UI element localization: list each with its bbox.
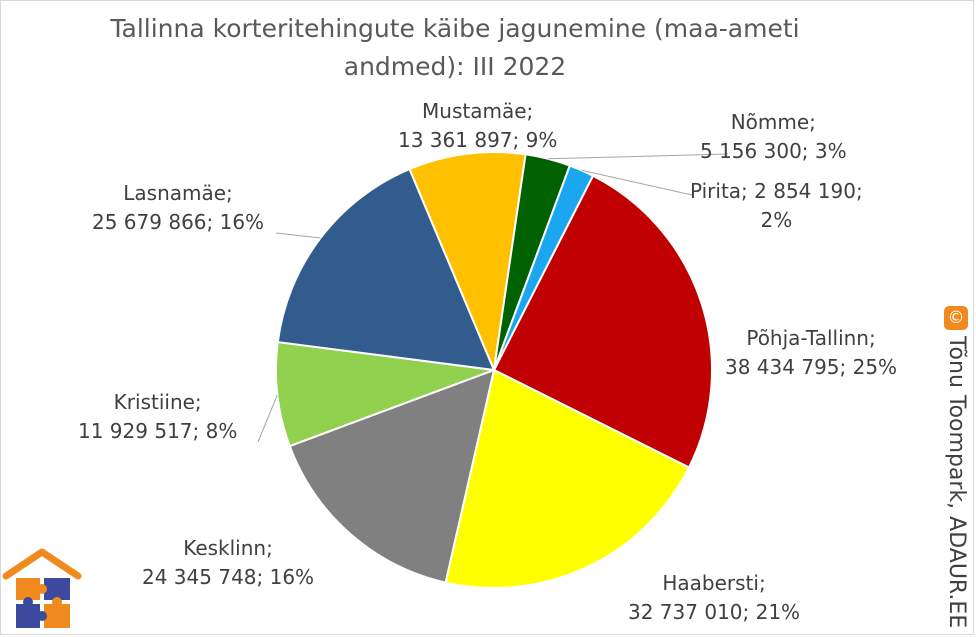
data-label-line1: Kesklinn; [183, 536, 273, 560]
leader-line [275, 232, 321, 239]
pie-slice-kesklinn [288, 368, 496, 584]
copyright-watermark: © Tõnu Toompark, ADAUR.EE [938, 306, 974, 636]
data-label-lasnamae: Lasnamäe; 25 679 866; 16% [92, 179, 264, 237]
data-label-line1: Haabersti; [662, 571, 766, 595]
chart-title: Tallinna korteritehingute käibe jagunemi… [110, 14, 800, 81]
pie-slice-haabersti [444, 368, 691, 589]
data-label-line2: 25 679 866; 16% [92, 210, 265, 234]
data-label-line2: 2% [760, 208, 793, 232]
watermark-text: Tõnu Toompark, ADAUR.EE [944, 336, 969, 629]
data-label-pirita: Pirita; 2 854 190; 2% [690, 177, 863, 235]
data-label-line2: 5 156 300; 3% [700, 139, 847, 163]
data-label-mustamae: Mustamäe; 13 361 897; 9% [398, 97, 557, 155]
data-label-line1: Nõmme; [730, 110, 816, 134]
data-label-nomme: Nõmme; 5 156 300; 3% [700, 108, 847, 166]
leader-line [257, 394, 278, 443]
pie-slice-lasnam-e [276, 167, 496, 372]
data-label-kristiine: Kristiine; 11 929 517; 8% [78, 388, 237, 446]
data-label-pohja-tallinn: Põhja-Tallinn; 38 434 795; 25% [725, 324, 897, 382]
data-label-line1: Mustamäe; [422, 99, 534, 123]
leader-line [581, 169, 693, 196]
data-label-haabersti: Haabersti; 32 737 010; 21% [628, 569, 800, 627]
pie-slice-p-hja-tallinn [492, 174, 713, 469]
house-puzzle-logo-icon [2, 548, 82, 628]
copyright-icon: © [944, 306, 968, 330]
data-label-line2: 38 434 795; 25% [725, 355, 898, 379]
data-label-line1: Lasnamäe; [123, 181, 233, 205]
pie-slice-mustam-e [408, 151, 527, 374]
data-label-line1: Põhja-Tallinn; [746, 326, 876, 350]
data-label-line2: 32 737 010; 21% [628, 600, 801, 624]
data-label-line2: 13 361 897; 9% [398, 128, 558, 152]
data-label-line1: Kristiine; [113, 390, 202, 414]
data-label-kesklinn: Kesklinn; 24 345 748; 16% [142, 534, 314, 592]
data-label-line2: 24 345 748; 16% [142, 565, 315, 589]
data-label-line2: 11 929 517; 8% [78, 419, 238, 443]
leader-line [547, 153, 729, 160]
data-label-line1: Pirita; 2 854 190; [690, 179, 863, 203]
pie-slice-kristiine [275, 340, 495, 448]
